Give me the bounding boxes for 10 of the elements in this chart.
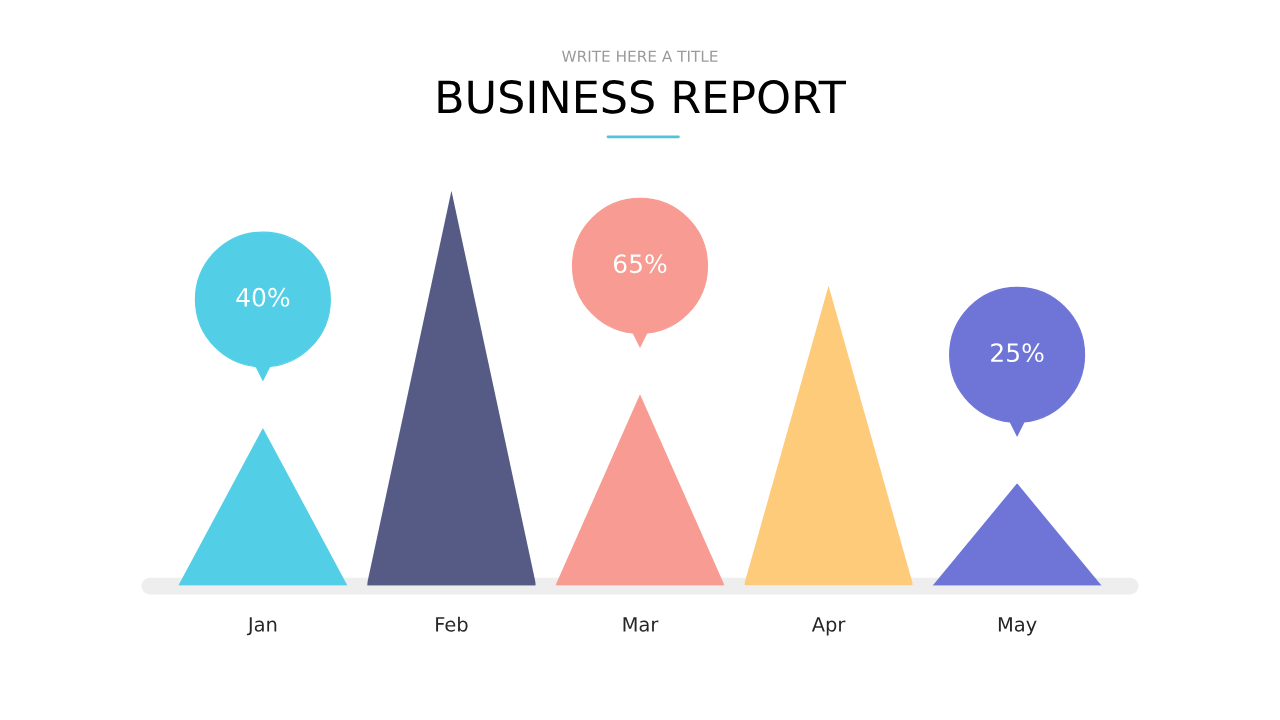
x-tick-label: Jan	[246, 617, 277, 636]
x-tick-label: Apr	[811, 617, 846, 636]
annotation: 40%	[236, 287, 290, 307]
chart-subtitle: WRITE HERE A TITLE	[562, 50, 718, 62]
annotation: 65%	[613, 254, 667, 274]
x-tick-label: Feb	[436, 616, 468, 632]
x-tick-label: May	[998, 617, 1037, 636]
chart-title: BUSINESS REPORT	[438, 80, 847, 114]
annotation: 25%	[991, 343, 1044, 363]
x-tick-label: Mar	[623, 617, 659, 632]
